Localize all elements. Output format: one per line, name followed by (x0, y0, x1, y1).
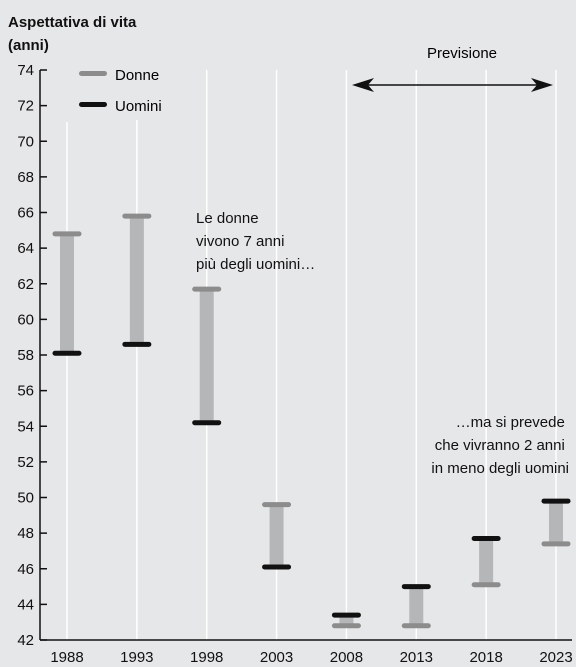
marker-donne-1993 (122, 213, 152, 219)
marker-uomini-1998 (192, 420, 222, 426)
x-tick-label-2018: 2018 (469, 649, 502, 666)
tick-labels: 42 44 46 48 50 52 54 56 58 60 62 64 66 68 70 72 74 1988 19… (17, 62, 572, 666)
x-tick-label-2003: 2003 (260, 649, 293, 666)
range-bars (52, 213, 571, 629)
y-tick-label-64: 64 (17, 240, 34, 257)
range-bar-2023 (549, 501, 563, 544)
y-tick-label-62: 62 (17, 276, 34, 293)
y-tick-label-72: 72 (17, 98, 34, 115)
marker-donne-2018 (471, 582, 501, 588)
marker-donne-2003 (262, 502, 292, 508)
y-tick-label-66: 66 (17, 205, 34, 222)
marker-uomini-2013 (401, 584, 431, 590)
marker-uomini-2018 (471, 535, 501, 541)
legend-swatch-uomini (79, 102, 107, 107)
y-tick-label-54: 54 (17, 418, 34, 435)
x-tick-label-1988: 1988 (50, 649, 83, 666)
marker-donne-1988 (52, 231, 82, 237)
legend-label-uomini: Uomini (115, 98, 162, 115)
range-bar-2018 (479, 538, 494, 585)
y-tick-label-58: 58 (17, 347, 34, 364)
legend-swatch-donne (79, 71, 107, 76)
range-bar-1998 (199, 289, 214, 423)
y-tick-label-74: 74 (17, 62, 34, 79)
marker-uomini-2023 (541, 498, 571, 504)
y-tick-label-46: 46 (17, 561, 34, 578)
range-bar-2003 (269, 504, 284, 567)
marker-uomini-1988 (52, 350, 82, 356)
x-tick-label-1998: 1998 (190, 649, 223, 666)
x-tick-label-1993: 1993 (120, 649, 153, 666)
forecast-arrow-right (531, 78, 553, 92)
legend: Donne Uomini (79, 67, 162, 115)
axes (39, 69, 572, 641)
range-bar-1988 (60, 233, 74, 354)
x-tick-label-2008: 2008 (330, 649, 363, 666)
y-tick-label-48: 48 (17, 525, 34, 542)
annotation-forecast-reversal: …ma si prevede che vivranno 2 anni in me… (431, 414, 569, 477)
grid (66, 70, 557, 640)
y-tick-label-70: 70 (17, 133, 34, 150)
y-tick-label-50: 50 (17, 490, 34, 507)
y-axis-title-line1: Aspettativa di vita (8, 14, 137, 31)
forecast-arrow-left (352, 78, 374, 92)
marker-donne-1998 (192, 286, 222, 292)
y-tick-label-52: 52 (17, 454, 34, 471)
x-tick-label-2013: 2013 (400, 649, 433, 666)
marker-uomini-2003 (262, 564, 292, 570)
range-bar-1993 (129, 216, 144, 345)
forecast-marker: Previsione (352, 45, 553, 92)
y-tick-label-56: 56 (17, 383, 34, 400)
x-tick-label-2023: 2023 (539, 649, 572, 666)
forecast-label: Previsione (427, 45, 497, 62)
marker-uomini-1993 (122, 341, 152, 347)
marker-donne-2013 (401, 623, 431, 629)
marker-donne-2023 (541, 541, 571, 547)
annotation-women-live-longer: Le donne vivono 7 anni più degli uomini… (196, 210, 315, 273)
marker-donne-2008 (331, 623, 361, 629)
y-tick-label-44: 44 (17, 596, 34, 613)
y-tick-label-42: 42 (17, 632, 34, 649)
y-tick-label-60: 60 (17, 311, 34, 328)
range-bar-2013 (409, 586, 424, 626)
legend-label-donne: Donne (115, 67, 159, 84)
y-axis-title-line2: (anni) (8, 37, 49, 54)
range-bar-2008 (339, 615, 354, 626)
y-tick-label-68: 68 (17, 169, 34, 186)
marker-uomini-2008 (331, 612, 361, 618)
